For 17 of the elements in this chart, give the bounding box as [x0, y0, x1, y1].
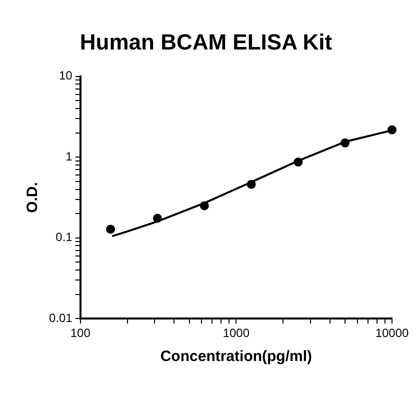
- y-tick-label: 1: [66, 149, 73, 164]
- point: [246, 180, 256, 189]
- chart-title: Human BCAM ELISA Kit: [80, 29, 333, 54]
- point: [106, 224, 116, 234]
- y-tick-label: 0.1: [56, 230, 73, 244]
- point: [294, 158, 303, 167]
- y-tick-label: 0.01: [48, 310, 73, 325]
- y-tick-label: 10: [58, 68, 73, 83]
- x-tick-label: 1000: [222, 326, 250, 340]
- x-tick-label: 10000: [375, 326, 410, 340]
- point: [388, 125, 396, 134]
- y-axis-title: O.D.: [24, 182, 42, 213]
- point: [200, 201, 209, 210]
- x-tick-label: 100: [70, 326, 91, 340]
- point: [152, 214, 162, 223]
- point: [340, 138, 350, 148]
- x-axis-title: Concentration(pg/ml): [160, 348, 312, 366]
